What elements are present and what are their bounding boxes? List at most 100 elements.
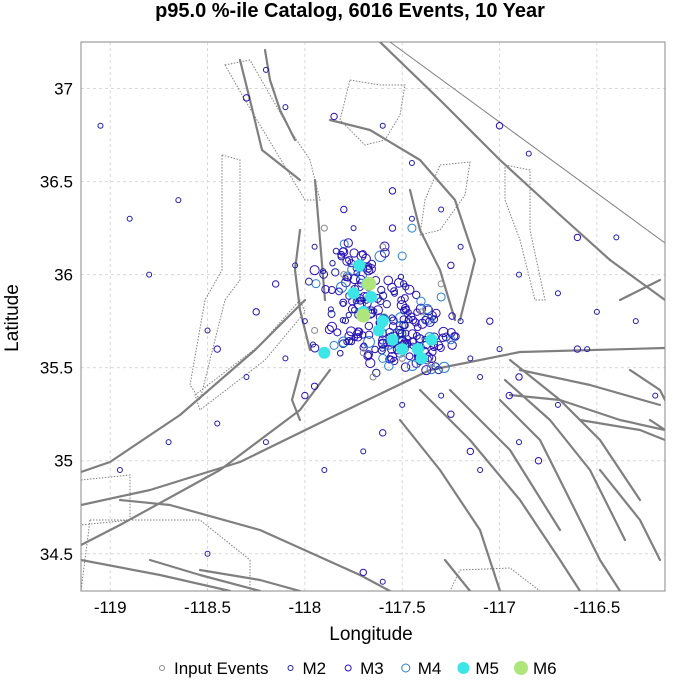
cluster-point [426,364,437,375]
input-events-point [427,360,435,368]
m5-point [411,343,424,356]
fault-trace [328,118,477,322]
m2-point [97,122,104,129]
grid-lines [81,42,665,591]
y-tick-label: 36 [54,266,73,285]
x-tick-label: -118 [288,598,321,617]
cluster-point [417,318,428,329]
m4-point [397,251,407,261]
fault-trace [418,388,582,591]
m3-point [213,345,221,353]
cluster-point [340,300,347,308]
cluster-point [310,343,320,353]
cluster-point [377,346,386,355]
m2-point [457,243,464,250]
m2-point [126,215,133,222]
cluster-point [397,273,405,281]
m2-point [350,225,357,232]
legend: Input Events M2 M3 M4 M5 M6 [159,659,557,678]
cluster-point [399,315,408,324]
x-axis-label: Longitude [329,624,412,645]
m6-point [356,308,371,323]
m2-point [496,346,503,353]
m3-point [388,187,397,195]
fault-zone [194,299,306,411]
m2-point [175,197,182,204]
input-events-point [369,373,377,381]
fault-zone [449,567,541,591]
input-events-point [359,349,367,357]
chart-title: p95.0 %-ile Catalog, 6016 Events, 10 Yea… [155,0,545,22]
m2-point [554,401,561,408]
cluster-point [326,321,338,332]
legend-label: M5 [475,659,499,678]
fault-zone [81,519,251,591]
cluster-point [447,340,457,350]
legend-marker [514,661,529,675]
cluster-point [353,333,363,342]
cluster-point [343,238,353,248]
fault-trace [448,388,562,532]
m2-point [262,66,269,73]
fault-trace [498,398,622,591]
m2-point [379,122,386,129]
cluster-point [341,317,350,325]
cluster-point [346,326,356,337]
cluster-point [383,275,394,286]
cluster-point [339,247,348,256]
m2-point [457,318,464,325]
cluster-point [342,257,352,266]
cluster-point [421,315,430,325]
cluster-point [412,332,421,340]
cluster-point [309,341,317,348]
cluster-point [363,265,374,276]
boundary-line [389,42,665,244]
legend-marker [159,665,165,671]
cluster-point [319,268,327,275]
y-tick-label: 35 [54,452,73,471]
y-tick-label: 36.5 [40,173,73,192]
m2-point [262,439,269,446]
m5-point [318,346,331,359]
m5-point [386,333,399,346]
fault-zone [339,79,406,146]
cluster-point [416,296,426,306]
cluster-point [423,305,434,316]
m5-point [353,259,366,272]
cluster-point [448,312,456,320]
m5-point [415,352,428,365]
m2-point [379,578,386,585]
m2-point [613,234,620,241]
input-events-point [320,224,328,232]
cluster-point [412,290,421,300]
plot-frame [80,41,666,592]
cluster-point [377,338,389,349]
cluster-point [370,308,378,315]
cluster-point [356,296,365,305]
fault-trace [198,568,302,591]
cluster-point [327,286,336,294]
m2-point [165,439,172,446]
cluster-point [438,326,449,338]
cluster-point [413,308,421,316]
cluster-point [407,329,418,339]
m2-point [477,467,484,474]
m2-point [301,318,308,325]
cluster-point [311,279,321,289]
m2-point [516,439,522,446]
m3-point [242,94,251,102]
m2-point [116,467,123,474]
cluster-point [424,317,435,328]
m3-point [340,205,348,214]
m3-point [495,122,504,130]
cluster-point [404,315,413,324]
cluster-point [345,311,352,319]
fault-trace [618,278,662,302]
m2-point [204,550,211,557]
legend-label: M3 [360,659,384,678]
m2-point [438,206,445,213]
fault-trace [398,418,502,591]
cluster-point [390,356,399,366]
cluster-point [329,260,336,267]
cluster-point [408,315,418,325]
